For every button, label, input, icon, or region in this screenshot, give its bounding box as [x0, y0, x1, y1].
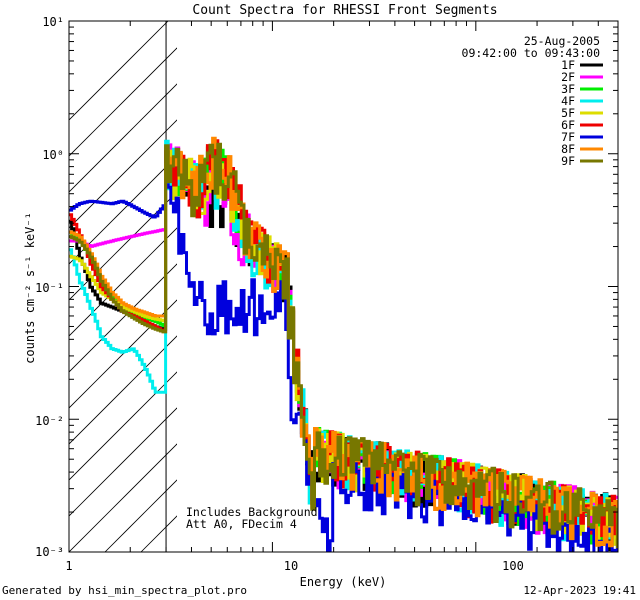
y-tick-label-10-1: 10¹	[42, 15, 64, 29]
header-date: 25-Aug-2005	[524, 34, 600, 48]
footer-timestamp: 12-Apr-2023 19:41	[523, 584, 636, 597]
annotation-background: Includes Background	[186, 505, 318, 519]
legend-label-8f: 8F	[561, 142, 575, 156]
y-tick-label-10-m1: 10⁻¹	[35, 281, 64, 295]
y-axis-label: counts cm⁻² s⁻¹ keV⁻¹	[23, 212, 37, 364]
axis-ticks	[68, 21, 619, 553]
legend-label-3f: 3F	[561, 82, 575, 96]
hatch-line	[69, 263, 177, 373]
hatch-line	[69, 21, 169, 121]
legend-label-5f: 5F	[561, 106, 575, 120]
legend-label-7f: 7F	[561, 130, 575, 144]
hatch-line	[69, 83, 177, 193]
header-time-range: 09:42:00 to 09:43:00	[462, 46, 601, 60]
hatch-line	[69, 371, 177, 481]
x-tick-label-1: 1	[65, 559, 72, 573]
y-tick-label-10-m2: 10⁻²	[35, 414, 64, 428]
series-layer	[69, 136, 618, 552]
hatch-line	[69, 47, 177, 157]
footer-generated-by: Generated by hsi_min_spectra_plot.pro	[2, 584, 247, 597]
hatch-line	[69, 407, 177, 517]
legend-label-9f: 9F	[561, 154, 575, 168]
x-tick-label-100: 100	[502, 559, 524, 573]
hatch-line	[69, 155, 177, 265]
legend: 1F 2F 3F 4F 5F 6F 7F 8F 9F	[561, 58, 603, 168]
chart-title: Count Spectra for RHESSI Front Segments	[192, 3, 497, 18]
y-tick-label-10-0: 10⁰	[42, 148, 64, 162]
legend-label-4f: 4F	[561, 94, 575, 108]
hatch-line	[537, 0, 640, 552]
hatch-line	[573, 0, 640, 552]
x-axis-label: Energy (keV)	[300, 575, 387, 589]
legend-label-1f: 1F	[561, 58, 575, 72]
hatch-line	[609, 0, 640, 552]
x-tick-label-10: 10	[284, 559, 298, 573]
annotation-attenuator: Att A0, FDecim 4	[186, 517, 297, 531]
legend-label-2f: 2F	[561, 70, 575, 84]
y-tick-label-10-m3: 10⁻³	[35, 545, 64, 559]
hatch-line	[69, 227, 177, 337]
legend-label-6f: 6F	[561, 118, 575, 132]
hatch-line	[69, 443, 177, 552]
hatch-line	[69, 119, 177, 229]
series-line-9f	[69, 142, 618, 549]
